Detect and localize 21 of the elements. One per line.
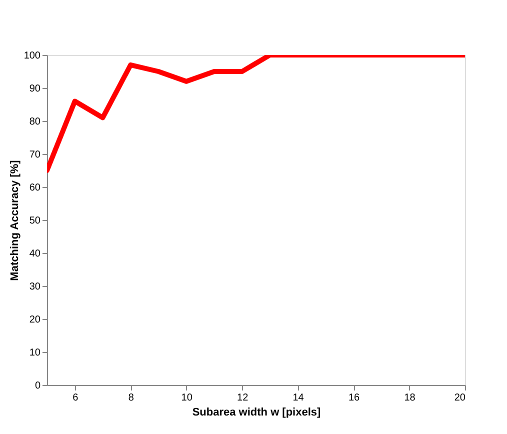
y-tick-label: 0 [34,380,41,392]
y-tick-label: 90 [29,84,41,94]
y-tick-label: 100 [24,50,41,62]
x-tick-label: 14 [292,392,304,404]
x-tick-label: 10 [181,392,193,404]
x-tick-label: 12 [237,392,249,404]
y-tick-label: 60 [29,182,41,194]
y-tick-label: 10 [29,348,41,358]
y-tick-label: 50 [29,216,41,226]
x-tick-label: 16 [348,392,360,404]
x-tick-label: 6 [72,392,79,404]
x-tick-label: 8 [128,392,134,404]
y-tick-label: 20 [29,314,41,326]
y-tick-label: 40 [29,248,41,260]
y-tick-label: 80 [29,116,41,128]
x-tick-label: 20 [454,392,466,404]
x-tick-label: 18 [404,392,416,404]
y-tick-label: 70 [29,150,41,160]
y-tick-label: 30 [29,282,41,292]
y-axis-title: Matching Accuracy [%] [8,160,21,281]
x-axis-title: Subarea width w [pixels] [192,406,322,418]
